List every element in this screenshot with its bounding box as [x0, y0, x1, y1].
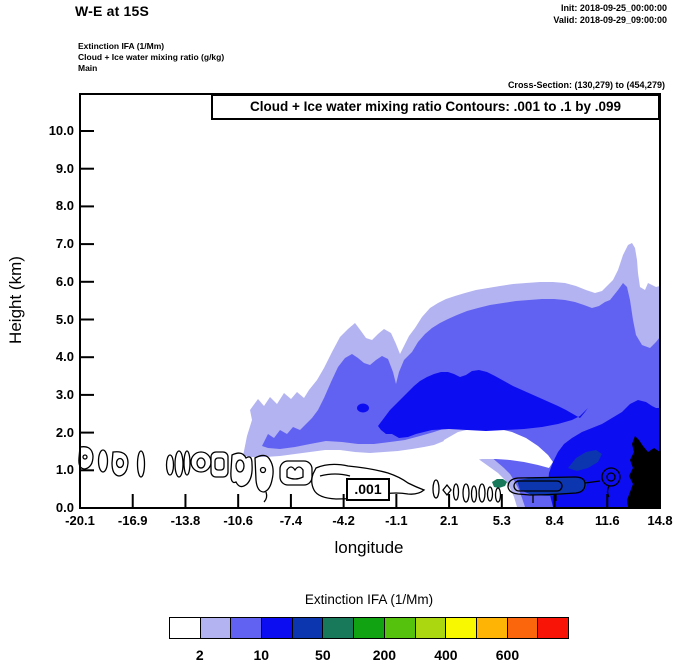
x-tick-label: -4.2 — [332, 513, 355, 528]
fill-white-bay — [440, 428, 553, 468]
colorbar-cell — [384, 617, 416, 639]
x-tick-label: -13.8 — [170, 513, 201, 528]
cloud-line-contours — [78, 446, 621, 503]
y-tick-label: 2.0 — [55, 424, 74, 440]
colorbar-cell — [169, 617, 201, 639]
x-tick-label: 2.1 — [440, 513, 459, 528]
y-tick-label: 7.0 — [55, 236, 74, 252]
y-axis-title: Height (km) — [6, 256, 25, 344]
cross-section-coords: Cross-Section: (130,279) to (454,279) — [507, 80, 665, 90]
x-tick-label: -16.9 — [117, 513, 148, 528]
x-tick-label: 5.3 — [492, 513, 511, 528]
colorbar-label: 50 — [315, 647, 331, 663]
fill-navy-band-2 — [568, 450, 602, 471]
colorbar-cell — [323, 617, 355, 639]
fill-black-wedge — [627, 436, 660, 507]
x-axis-title: longitude — [334, 538, 404, 557]
x-tick-label: 8.4 — [545, 513, 564, 528]
x-tick-label: -1.1 — [385, 513, 408, 528]
run-times: Init: 2018-09-25_00:00:00 Valid: 2018-09… — [553, 2, 667, 26]
colorbar-cell — [415, 617, 447, 639]
x-tick-label: 11.6 — [594, 513, 620, 528]
x-tick-label: -10.6 — [223, 513, 253, 528]
y-tick-label: 1.0 — [55, 462, 74, 478]
colorbar-cell — [507, 617, 539, 639]
fill-core-blue-speck — [357, 403, 369, 413]
field-list: Extinction IFA (1/Mm) Cloud + Ice water … — [78, 41, 224, 74]
y-tick-label: 4.0 — [55, 349, 74, 365]
colorbar-label: 10 — [253, 647, 270, 663]
colorbar-cell — [262, 617, 293, 639]
colorbar-cell — [200, 617, 232, 639]
contour-value-label: .001 — [346, 478, 390, 501]
colorbar-label: 200 — [372, 647, 397, 663]
colorbar-cell — [538, 617, 569, 639]
y-tick-label: 5.0 — [55, 311, 74, 327]
colorbar-label: 2 — [195, 647, 204, 663]
y-tick-label: 9.0 — [55, 160, 74, 176]
colorbar-cell — [446, 617, 477, 639]
x-tick-label: -20.1 — [65, 513, 95, 528]
colorbar-cell — [476, 617, 508, 639]
colorbar-cell — [354, 617, 385, 639]
colorbar-cell — [292, 617, 324, 639]
colorbar — [169, 617, 569, 639]
page-title: W-E at 15S — [75, 3, 150, 19]
init-time: Init: 2018-09-25_00:00:00 — [560, 3, 667, 13]
x-tick-label: 14.8 — [647, 513, 673, 528]
fill-green-patch — [492, 479, 507, 488]
contour-info-box: Cloud + Ice water mixing ratio Contours:… — [211, 94, 660, 120]
valid-time: Valid: 2018-09-29_09:00:00 — [553, 15, 667, 25]
field-extinction: Extinction IFA (1/Mm) — [78, 41, 165, 51]
y-tick-label: 6.0 — [55, 273, 74, 289]
y-tick-label: 0.0 — [55, 500, 74, 515]
field-mixing-ratio: Cloud + Ice water mixing ratio (g/kg) — [78, 52, 225, 62]
x-tick-label: -7.4 — [279, 513, 303, 528]
y-tick-label: 8.0 — [55, 198, 74, 214]
cross-section-plot — [78, 93, 661, 509]
fill-core-blue — [378, 370, 588, 438]
colorbar-cell — [231, 617, 263, 639]
y-tick-label: 10.0 — [48, 123, 74, 138]
field-domain: Main — [78, 63, 98, 73]
colorbar-label: 600 — [495, 647, 520, 663]
colorbar-title: Extinction IFA (1/Mm) — [304, 592, 434, 607]
colorbar-label: 400 — [434, 647, 458, 663]
y-tick-label: 3.0 — [55, 386, 74, 402]
